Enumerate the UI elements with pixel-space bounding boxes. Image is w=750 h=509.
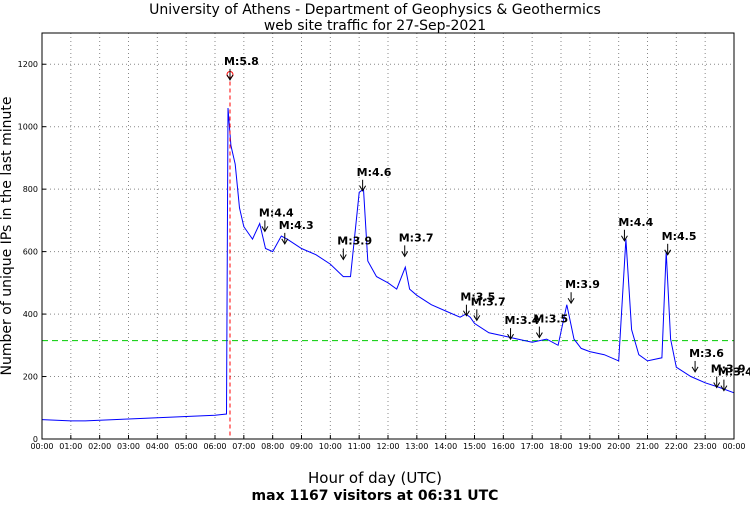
y-ticks: 0 200 400 600 800 1000 1200 — [18, 60, 46, 444]
x-tick-label: 06:00 — [203, 442, 226, 451]
y-tick-label: 400 — [23, 310, 38, 319]
max-visitors-footer: max 1167 visitors at 06:31 UTC — [252, 488, 499, 504]
x-tick-label: 10:00 — [319, 442, 342, 451]
event-label: M:5.8 — [224, 55, 259, 68]
y-tick-label: 0 — [33, 435, 38, 444]
event-label: M:3.5 — [460, 291, 495, 304]
x-tick-label: 18:00 — [549, 442, 572, 451]
x-tick-label: 04:00 — [146, 442, 169, 451]
series-line — [41, 107, 735, 422]
grid — [42, 33, 734, 439]
event-arrow-head — [462, 310, 470, 317]
event-label: M:4.3 — [279, 219, 314, 232]
x-tick-label: 22:00 — [665, 442, 688, 451]
event-label: M:3.7 — [399, 231, 434, 244]
chart-title: University of Athens - Department of Geo… — [149, 2, 601, 18]
x-tick-label: 03:00 — [117, 442, 140, 451]
event-label: M:3.4 — [505, 314, 540, 327]
x-tick-label: 11:00 — [348, 442, 371, 451]
x-tick-label: 21:00 — [636, 442, 659, 451]
event-arrow-head — [226, 74, 234, 81]
event-arrow-head — [713, 382, 721, 389]
x-tick-label: 02:00 — [88, 442, 111, 451]
x-tick-label: 15:00 — [463, 442, 486, 451]
y-tick-label: 1000 — [18, 123, 38, 132]
event-arrow-head — [261, 226, 269, 233]
event-arrow-head — [359, 185, 367, 192]
x-tick-label: 23:00 — [694, 442, 717, 451]
y-tick-label: 600 — [23, 248, 38, 257]
event-label: M:3.9 — [711, 363, 746, 376]
event-label: M:4.4 — [618, 216, 653, 229]
x-tick-label: 00:00 — [30, 442, 53, 451]
x-tick-label: 14:00 — [434, 442, 457, 451]
x-tick-label: 05:00 — [175, 442, 198, 451]
y-axis-label: Number of unique IPs in the last minute — [0, 97, 15, 376]
event-arrow-head — [535, 332, 543, 339]
event-label: M:4.4 — [259, 206, 294, 219]
event-arrow-head — [664, 249, 672, 256]
event-label: M:3.6 — [689, 347, 724, 360]
x-tick-label: 19:00 — [578, 442, 601, 451]
x-tick-label: 00:00 — [722, 442, 745, 451]
x-tick-label: 13:00 — [405, 442, 428, 451]
x-tick-label: 08:00 — [261, 442, 284, 451]
y-tick-label: 1200 — [18, 60, 38, 69]
y-tick-label: 800 — [23, 185, 38, 194]
event-label: M:3.9 — [565, 278, 600, 291]
event-label: M:4.6 — [357, 166, 392, 179]
event-label: M:3.9 — [337, 234, 372, 247]
event-arrow-head — [281, 238, 289, 245]
event-arrow-head — [339, 254, 347, 261]
event-arrow-head — [401, 251, 409, 258]
event-label: M:3.5 — [533, 313, 568, 326]
event-arrow-head — [691, 366, 699, 373]
x-tick-label: 01:00 — [59, 442, 82, 451]
event-layer: M:5.8M:4.4M:4.3M:3.9M:4.6M:3.7M:3.5M:3.7… — [224, 55, 750, 392]
x-axis-label: Hour of day (UTC) — [308, 469, 442, 487]
event-arrow-head — [473, 315, 481, 322]
x-tick-label: 17:00 — [521, 442, 544, 451]
x-tick-label: 16:00 — [492, 442, 515, 451]
x-tick-label: 12:00 — [376, 442, 399, 451]
x-tick-label: 07:00 — [232, 442, 255, 451]
event-arrow-head — [567, 297, 575, 305]
x-tick-label: 09:00 — [290, 442, 313, 451]
event-label: M:3.7 — [471, 295, 506, 308]
event-arrow-head — [720, 385, 728, 392]
x-ticks: 00:00 01:00 02:00 03:00 04:00 05:00 06:00 07:00… — [30, 435, 746, 451]
event-label: M:4.5 — [662, 230, 697, 243]
event-arrow-head — [507, 333, 514, 341]
chart-subtitle: web site traffic for 27-Sep-2021 — [264, 18, 486, 34]
event-arrow-head — [621, 235, 628, 242]
y-tick-label: 200 — [23, 373, 38, 382]
x-tick-label: 20:00 — [607, 442, 630, 451]
